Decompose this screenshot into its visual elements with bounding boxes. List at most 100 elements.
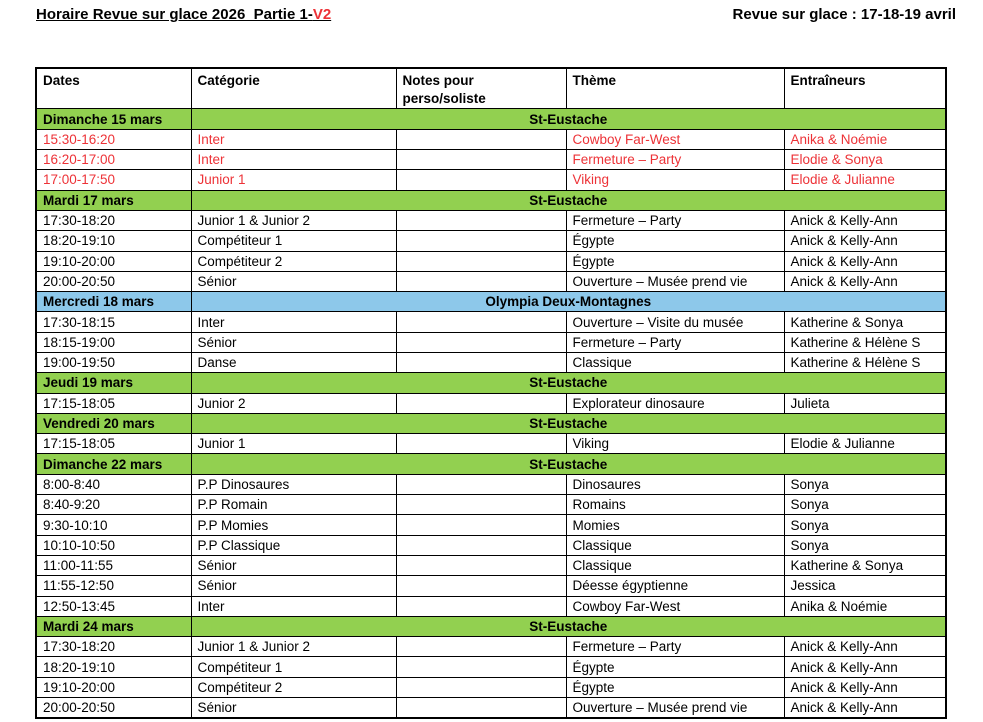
- schedule-row: 18:15-19:00 Sénior Fermeture – Party Kather…: [35, 331, 947, 354]
- cell-theme: Égypte: [565, 250, 785, 272]
- cell-trainers: Anick & Kelly-Ann: [783, 676, 947, 699]
- document-title: Horaire Revue sur glace 2026 Partie 1-V2: [36, 6, 331, 23]
- cell-category: Compétiteur 1: [190, 230, 397, 252]
- cell-category: Inter: [190, 128, 397, 151]
- cell-notes: [395, 128, 567, 151]
- cell-notes: [395, 209, 567, 232]
- cell-category: Sénior: [190, 554, 397, 577]
- schedule-row: 18:20-19:10 Compétiteur 1 Égypte Anick & Ke…: [35, 656, 947, 678]
- schedule-row: 17:30-18:15 Inter Ouverture – Visite du mu…: [35, 311, 947, 333]
- cell-theme: Ouverture – Musée prend vie: [565, 270, 785, 293]
- cell-theme: Dinosaures: [565, 473, 785, 496]
- cell-trainers: Sonya: [783, 494, 947, 516]
- cell-theme: Classique: [565, 534, 785, 556]
- cell-category: Junior 2: [190, 392, 397, 414]
- cell-category: Compétiteur 2: [190, 250, 397, 272]
- cell-time: 10:10-10:50: [35, 534, 192, 556]
- column-header: Thème: [565, 67, 785, 110]
- cell-theme: Classique: [565, 351, 785, 374]
- cell-time: 11:00-11:55: [35, 554, 192, 577]
- column-header: Catégorie: [190, 67, 397, 110]
- cell-time: 19:10-20:00: [35, 250, 192, 272]
- cell-trainers: Katherine & Sonya: [783, 554, 947, 577]
- cell-theme: Déesse égyptienne: [565, 575, 785, 597]
- cell-trainers: Katherine & Sonya: [783, 311, 947, 333]
- cell-notes: [395, 595, 567, 617]
- cell-notes: [395, 270, 567, 293]
- cell-category: Sénior: [190, 697, 397, 719]
- section-date-cell: Vendredi 20 mars: [35, 412, 192, 435]
- cell-time: 17:15-18:05: [35, 392, 192, 414]
- cell-notes: [395, 656, 567, 678]
- cell-trainers: Sonya: [783, 473, 947, 496]
- cell-trainers: Sonya: [783, 534, 947, 556]
- cell-category: Junior 1: [190, 169, 397, 191]
- column-header: Dates: [35, 67, 192, 110]
- schedule-row: 19:10-20:00 Compétiteur 2 Égypte Anick & Ke…: [35, 250, 947, 272]
- section-row: Dimanche 15 mars St-Eustache: [35, 108, 947, 130]
- cell-time: 18:15-19:00: [35, 331, 192, 354]
- section-date-cell: Dimanche 15 mars: [35, 108, 192, 130]
- section-venue-cell: St-Eustache: [190, 412, 947, 435]
- cell-notes: [395, 554, 567, 577]
- cell-category: Inter: [190, 311, 397, 333]
- section-row: Vendredi 20 mars St-Eustache: [35, 412, 947, 435]
- cell-category: P.P Momies: [190, 514, 397, 536]
- section-venue-cell: St-Eustache: [190, 453, 947, 475]
- cell-time: 18:20-19:10: [35, 656, 192, 678]
- cell-time: 8:40-9:20: [35, 494, 192, 516]
- cell-time: 16:20-17:00: [35, 149, 192, 171]
- cell-trainers: Anick & Kelly-Ann: [783, 697, 947, 719]
- cell-notes: [395, 331, 567, 354]
- cell-time: 18:20-19:10: [35, 230, 192, 252]
- cell-theme: Ouverture – Visite du musée: [565, 311, 785, 333]
- cell-category: P.P Romain: [190, 494, 397, 516]
- cell-trainers: Elodie & Sonya: [783, 149, 947, 171]
- section-row: Jeudi 19 mars St-Eustache: [35, 372, 947, 394]
- cell-theme: Cowboy Far-West: [565, 128, 785, 151]
- cell-trainers: Anick & Kelly-Ann: [783, 636, 947, 658]
- section-venue-cell: St-Eustache: [190, 108, 947, 130]
- cell-notes: [395, 311, 567, 333]
- cell-category: Danse: [190, 351, 397, 374]
- schedule-row: 20:00-20:50 Sénior Ouverture – Musée prend…: [35, 270, 947, 293]
- cell-time: 15:30-16:20: [35, 128, 192, 151]
- cell-theme: Momies: [565, 514, 785, 536]
- cell-trainers: Anick & Kelly-Ann: [783, 656, 947, 678]
- section-row: Mardi 24 mars St-Eustache: [35, 615, 947, 638]
- cell-theme: Fermeture – Party: [565, 149, 785, 171]
- column-header: Entraîneurs: [783, 67, 947, 110]
- cell-trainers: Elodie & Julianne: [783, 433, 947, 455]
- cell-theme: Fermeture – Party: [565, 209, 785, 232]
- cell-category: Junior 1 & Junior 2: [190, 209, 397, 232]
- section-date-cell: Jeudi 19 mars: [35, 372, 192, 394]
- cell-time: 12:50-13:45: [35, 595, 192, 617]
- cell-theme: Égypte: [565, 230, 785, 252]
- cell-notes: [395, 534, 567, 556]
- schedule-row: 10:10-10:50 P.P Classique Classique Sonya: [35, 534, 947, 556]
- schedule-row: 11:55-12:50 Sénior Déesse égyptienne Jessic…: [35, 575, 947, 597]
- schedule-row: 12:50-13:45 Inter Cowboy Far-West Anika & N…: [35, 595, 947, 617]
- section-venue-cell: St-Eustache: [190, 615, 947, 638]
- cell-trainers: Elodie & Julianne: [783, 169, 947, 191]
- cell-notes: [395, 697, 567, 719]
- cell-category: P.P Dinosaures: [190, 473, 397, 496]
- cell-time: 19:10-20:00: [35, 676, 192, 699]
- schedule-row: 20:00-20:50 Sénior Ouverture – Musée prend…: [35, 697, 947, 719]
- cell-theme: Fermeture – Party: [565, 331, 785, 354]
- cell-notes: [395, 514, 567, 536]
- section-venue-cell: Olympia Deux-Montagnes: [190, 291, 947, 313]
- cell-trainers: Anick & Kelly-Ann: [783, 270, 947, 293]
- cell-trainers: Anick & Kelly-Ann: [783, 250, 947, 272]
- schedule-row: 8:00-8:40 P.P Dinosaures Dinosaures Sonya: [35, 473, 947, 496]
- document-title-version: V2: [312, 6, 332, 23]
- cell-trainers: Sonya: [783, 514, 947, 536]
- cell-theme: Égypte: [565, 676, 785, 699]
- cell-theme: Classique: [565, 554, 785, 577]
- cell-trainers: Anick & Kelly-Ann: [783, 209, 947, 232]
- cell-trainers: Katherine & Hélène S: [783, 351, 947, 374]
- cell-notes: [395, 494, 567, 516]
- cell-category: Sénior: [190, 575, 397, 597]
- cell-time: 9:30-10:10: [35, 514, 192, 536]
- cell-notes: [395, 149, 567, 171]
